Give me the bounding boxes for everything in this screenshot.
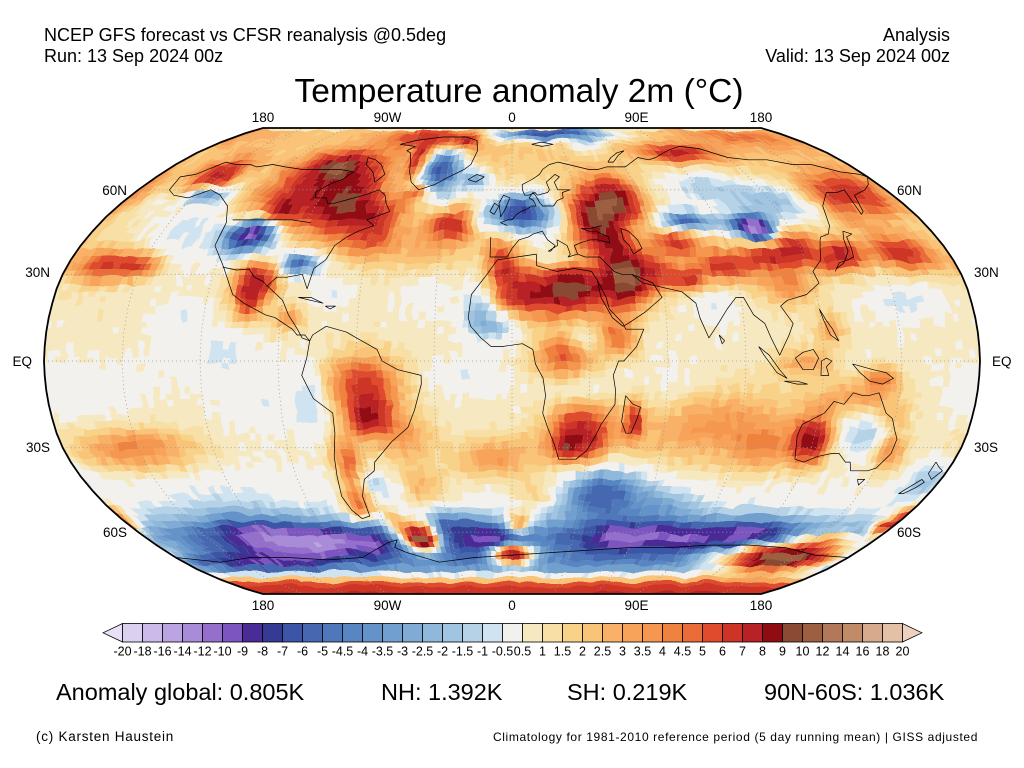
svg-text:10: 10 (796, 645, 810, 659)
svg-text:6: 6 (719, 645, 726, 659)
svg-text:90W: 90W (374, 110, 402, 125)
svg-text:30N: 30N (974, 265, 999, 280)
svg-text:1.5: 1.5 (554, 645, 571, 659)
svg-text:0.5: 0.5 (514, 645, 531, 659)
svg-text:30S: 30S (974, 440, 998, 455)
svg-text:-3: -3 (397, 645, 408, 659)
svg-text:12: 12 (816, 645, 830, 659)
svg-text:-4.5: -4.5 (332, 645, 354, 659)
svg-text:Anomaly global: 0.805K: Anomaly global: 0.805K (56, 679, 305, 705)
svg-text:18: 18 (876, 645, 890, 659)
svg-text:EQ: EQ (992, 354, 1012, 369)
svg-text:9: 9 (779, 645, 786, 659)
svg-text:-18: -18 (133, 645, 151, 659)
svg-text:30S: 30S (26, 440, 50, 455)
svg-text:Valid: 13 Sep 2024 00z: Valid: 13 Sep 2024 00z (765, 46, 950, 66)
svg-text:180: 180 (252, 110, 275, 125)
svg-text:90N-60S: 1.036K: 90N-60S: 1.036K (764, 679, 945, 705)
svg-text:14: 14 (836, 645, 850, 659)
svg-text:-3.5: -3.5 (372, 645, 394, 659)
svg-text:180: 180 (252, 598, 275, 613)
svg-text:90E: 90E (624, 598, 648, 613)
svg-text:180: 180 (750, 598, 773, 613)
svg-text:(c) Karsten Haustein: (c) Karsten Haustein (36, 729, 174, 744)
svg-text:Temperature anomaly 2m (°C): Temperature anomaly 2m (°C) (294, 73, 743, 110)
svg-text:60N: 60N (102, 183, 127, 198)
svg-text:90W: 90W (374, 598, 402, 613)
svg-text:-8: -8 (257, 645, 268, 659)
svg-text:180: 180 (750, 110, 773, 125)
svg-text:5: 5 (699, 645, 706, 659)
svg-text:20: 20 (896, 645, 910, 659)
svg-text:Climatology for 1981-2010 refe: Climatology for 1981-2010 reference peri… (493, 730, 978, 744)
svg-text:8: 8 (759, 645, 766, 659)
svg-text:-16: -16 (153, 645, 171, 659)
svg-text:-9: -9 (237, 645, 248, 659)
svg-text:60N: 60N (897, 183, 922, 198)
svg-text:-1.5: -1.5 (452, 645, 474, 659)
svg-text:2.5: 2.5 (594, 645, 611, 659)
svg-text:4.5: 4.5 (674, 645, 691, 659)
svg-text:60S: 60S (897, 525, 921, 540)
svg-text:60S: 60S (103, 525, 127, 540)
svg-text:Run: 13 Sep 2024 00z: Run: 13 Sep 2024 00z (44, 46, 223, 66)
svg-text:16: 16 (856, 645, 870, 659)
svg-text:-7: -7 (277, 645, 288, 659)
svg-text:90E: 90E (624, 110, 648, 125)
svg-text:SH: 0.219K: SH: 0.219K (567, 679, 688, 705)
svg-text:30N: 30N (25, 265, 50, 280)
svg-text:-12: -12 (193, 645, 211, 659)
svg-text:NCEP GFS forecast vs CFSR rean: NCEP GFS forecast vs CFSR reanalysis @0.… (44, 25, 446, 45)
svg-text:-1: -1 (477, 645, 488, 659)
svg-text:3.5: 3.5 (634, 645, 651, 659)
svg-text:4: 4 (659, 645, 666, 659)
svg-text:0: 0 (508, 598, 516, 613)
svg-text:-10: -10 (213, 645, 231, 659)
svg-text:7: 7 (739, 645, 746, 659)
svg-text:-2.5: -2.5 (412, 645, 434, 659)
svg-text:-6: -6 (297, 645, 308, 659)
svg-text:-4: -4 (357, 645, 368, 659)
svg-text:3: 3 (619, 645, 626, 659)
svg-text:-14: -14 (173, 645, 191, 659)
svg-text:-20: -20 (113, 645, 131, 659)
svg-text:-5: -5 (317, 645, 328, 659)
svg-text:-2: -2 (437, 645, 448, 659)
svg-text:EQ: EQ (12, 354, 32, 369)
svg-text:2: 2 (579, 645, 586, 659)
svg-text:NH: 1.392K: NH: 1.392K (381, 679, 503, 705)
svg-text:1: 1 (539, 645, 546, 659)
svg-text:-0.5: -0.5 (492, 645, 514, 659)
svg-text:Analysis: Analysis (883, 25, 950, 45)
svg-text:0: 0 (508, 110, 516, 125)
